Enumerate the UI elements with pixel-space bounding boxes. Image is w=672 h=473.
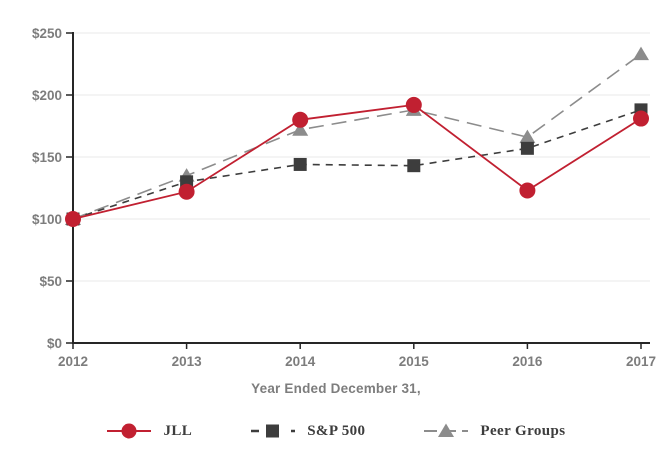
data-point-circle [519,182,536,199]
data-point-square [293,157,307,171]
series-line-s-p-500 [72,109,642,220]
legend-label-jll: JLL [163,422,193,439]
y-tick-label: $200 [32,88,62,103]
x-tick-label: 2015 [399,354,430,369]
data-point-circle [178,183,195,200]
series-line-jll [72,103,642,220]
data-point-circle [292,111,309,128]
x-tick-label: 2017 [626,354,656,369]
legend-item-sp500: S&P 500 [250,422,365,440]
y-tick-label: $0 [47,336,62,351]
y-tick-label: $150 [32,150,62,165]
y-tick-label: $50 [39,274,62,289]
performance-chart: $0 $50 $100 $150 $200 $250 2012 2013 2014 2015 201… [32,26,656,369]
y-tick-label: $100 [32,212,62,227]
legend-item-jll: JLL [106,422,192,440]
x-tick-label: 2013 [172,354,203,369]
data-point-triangle [633,46,649,61]
peer-groups-dash-triangle-icon [424,423,469,437]
x-tick-label: 2014 [285,354,316,369]
data-point-circle [65,211,81,227]
data-point-circle [633,110,649,127]
series-line-peer-groups [72,53,642,220]
data-point-triangle [519,129,536,144]
legend-label-peer-groups: Peer Groups [480,422,566,439]
y-tick-label: $250 [32,26,62,41]
legend-label-sp500: S&P 500 [307,422,366,439]
x-tick-label: 2016 [512,354,543,369]
x-tick-label: 2012 [58,354,88,369]
jll-line-circle-icon [107,423,152,439]
data-point-circle [405,96,422,113]
data-point-triangle [292,122,309,136]
data-point-square [520,141,534,155]
x-axis-title: Year Ended December 31, [251,381,421,396]
data-point-square [407,159,421,173]
chart-legend: JLL S&P 500 Peer Groups [0,422,672,440]
legend-item-peer-groups: Peer Groups [423,422,565,440]
sp500-dash-square-icon [251,424,296,438]
